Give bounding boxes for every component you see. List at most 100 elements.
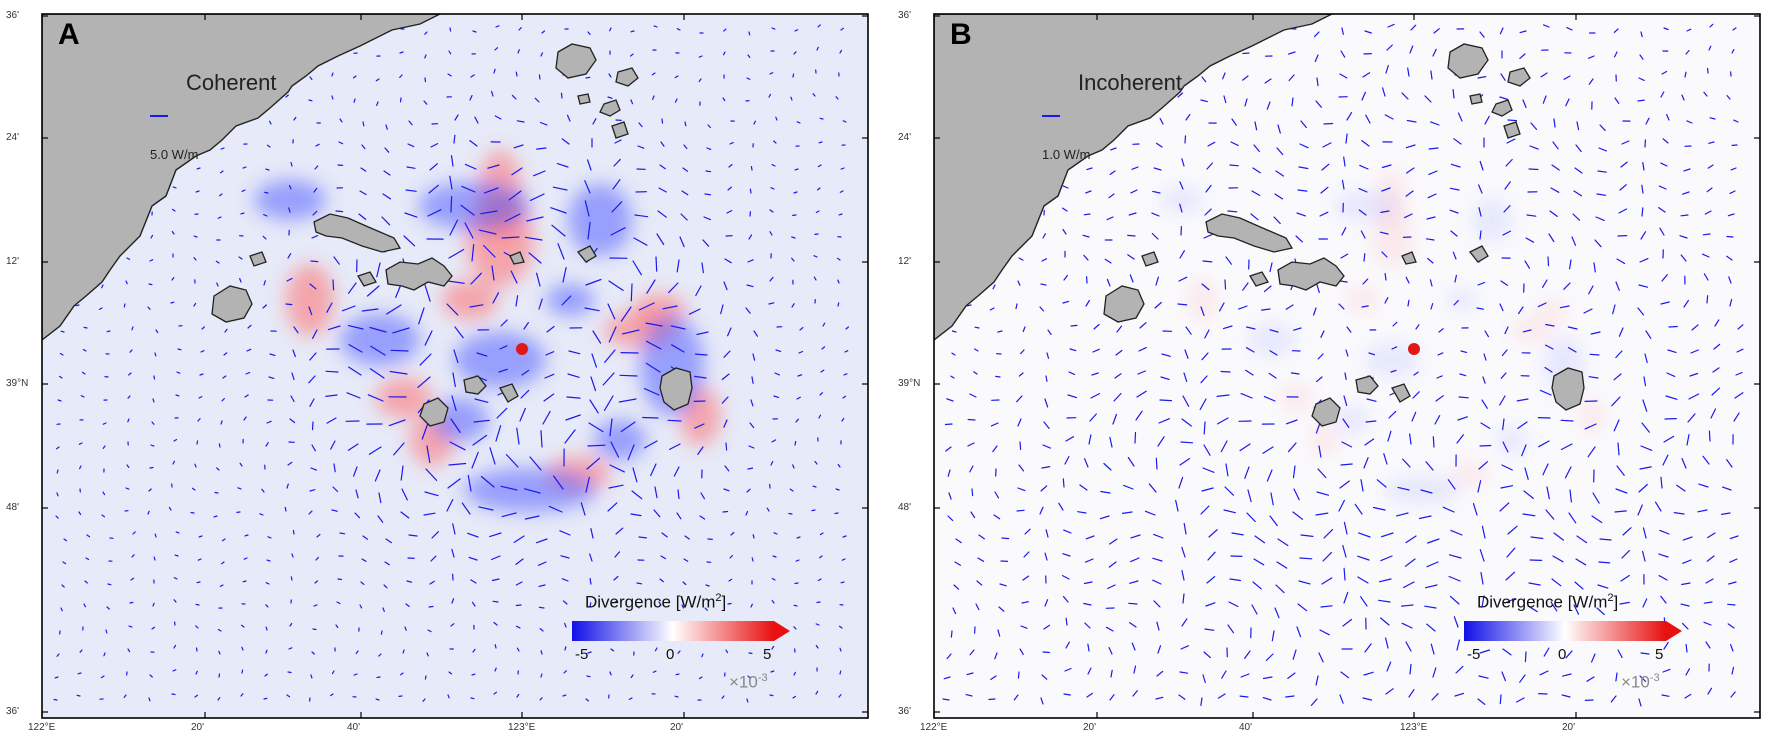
flux-vector bbox=[1703, 601, 1713, 604]
flux-vector bbox=[1597, 584, 1609, 589]
flux-vector bbox=[168, 506, 172, 511]
flux-vector bbox=[1622, 527, 1632, 536]
flux-vector bbox=[563, 670, 567, 674]
flux-vector bbox=[501, 236, 520, 239]
flux-vector bbox=[515, 71, 518, 77]
flux-vector bbox=[1316, 491, 1329, 496]
flux-vector bbox=[1239, 443, 1251, 452]
flux-vector bbox=[1548, 233, 1555, 243]
scale-vector-label: 5.0 W/m bbox=[150, 147, 199, 162]
flux-vector bbox=[999, 583, 1007, 587]
flux-vector bbox=[1275, 170, 1284, 177]
flux-vector bbox=[1109, 538, 1118, 545]
flux-vector bbox=[1113, 392, 1122, 402]
flux-vector bbox=[308, 375, 316, 384]
flux-vector bbox=[240, 624, 245, 628]
flux-vector bbox=[1478, 675, 1489, 679]
flux-vector bbox=[706, 147, 712, 150]
flux-vector bbox=[384, 561, 390, 566]
flux-vector bbox=[1093, 323, 1100, 330]
flux-vector bbox=[1408, 433, 1412, 445]
lat-label: 48' bbox=[6, 502, 20, 513]
panel-coherent: A Coherent 5.0 W/m 36' 24' 12' 39°N 48' 36' 12… bbox=[0, 0, 880, 739]
flux-vector bbox=[1427, 193, 1437, 199]
flux-vector bbox=[1704, 210, 1712, 215]
flux-vector bbox=[1017, 280, 1021, 286]
flux-vector bbox=[1429, 279, 1433, 287]
flux-vector bbox=[315, 556, 319, 561]
flux-vector bbox=[128, 625, 133, 628]
flux-vector bbox=[1425, 238, 1435, 241]
flux-vector bbox=[634, 214, 649, 218]
flux-vector bbox=[814, 460, 818, 465]
flux-vector bbox=[1481, 525, 1486, 539]
flux-vector bbox=[1109, 170, 1116, 175]
flux-vector bbox=[584, 180, 591, 194]
flux-vector bbox=[1104, 258, 1112, 264]
flux-vector bbox=[1689, 372, 1699, 377]
flux-vector bbox=[1434, 415, 1441, 425]
flux-vector bbox=[840, 167, 845, 170]
flux-vector bbox=[816, 601, 821, 604]
flux-vector bbox=[290, 576, 293, 581]
flux-vector bbox=[1362, 72, 1371, 78]
flux-vector bbox=[545, 351, 555, 356]
flux-vector bbox=[1045, 529, 1049, 538]
flux-vector bbox=[1254, 535, 1266, 544]
flux-vector bbox=[721, 396, 729, 404]
flux-vector bbox=[287, 671, 292, 674]
flux-vector bbox=[400, 511, 410, 519]
flux-vector bbox=[492, 292, 500, 304]
flux-vector bbox=[287, 461, 293, 466]
flux-vector bbox=[55, 515, 59, 519]
flux-vector bbox=[1615, 672, 1618, 682]
flux-vector bbox=[218, 650, 221, 655]
flux-vector bbox=[195, 190, 200, 193]
flux-vector bbox=[367, 394, 384, 402]
flux-vector bbox=[1297, 603, 1308, 612]
flux-vector bbox=[662, 305, 678, 310]
flux-vector bbox=[749, 188, 752, 194]
flux-vector bbox=[1129, 580, 1139, 584]
flux-vector bbox=[1432, 667, 1437, 678]
flux-vector bbox=[1277, 538, 1289, 547]
flux-vector bbox=[725, 442, 728, 451]
flux-vector bbox=[798, 350, 804, 354]
flux-vector bbox=[173, 644, 177, 649]
flux-vector bbox=[966, 304, 972, 307]
flux-vector bbox=[543, 393, 555, 402]
flux-vector bbox=[1574, 581, 1584, 590]
flux-vector bbox=[54, 676, 59, 679]
flux-vector bbox=[1013, 694, 1019, 701]
flux-vector bbox=[1544, 366, 1553, 373]
flux-vector bbox=[261, 488, 265, 493]
flux-vector bbox=[1116, 325, 1123, 333]
flux-vector bbox=[1287, 672, 1296, 680]
flux-vector bbox=[771, 599, 775, 604]
flux-vector bbox=[1660, 162, 1668, 167]
flux-vector bbox=[1269, 262, 1273, 273]
flux-vector bbox=[533, 170, 546, 177]
flux-vector bbox=[567, 373, 580, 378]
flux-vector bbox=[1159, 117, 1164, 125]
flux-vector bbox=[515, 295, 519, 307]
flux-vector bbox=[1114, 373, 1122, 379]
flux-vector bbox=[794, 440, 797, 446]
flux-vector bbox=[1590, 653, 1596, 663]
flux-vector bbox=[746, 488, 751, 493]
flux-vector bbox=[125, 280, 128, 285]
flux-vector bbox=[1246, 326, 1256, 330]
flux-vector bbox=[238, 256, 243, 260]
lon-label: 20' bbox=[1562, 722, 1576, 733]
flux-vector bbox=[1401, 622, 1413, 629]
flux-vector bbox=[1084, 622, 1091, 629]
flux-vector bbox=[722, 51, 726, 56]
flux-vector bbox=[1130, 189, 1138, 194]
flux-vector bbox=[1426, 561, 1439, 568]
flux-vector bbox=[58, 375, 63, 379]
flux-vector bbox=[177, 348, 182, 351]
flux-vector bbox=[590, 376, 597, 392]
flux-vector bbox=[1406, 119, 1417, 123]
flux-vector bbox=[1341, 227, 1347, 236]
flux-vector bbox=[1229, 578, 1241, 582]
